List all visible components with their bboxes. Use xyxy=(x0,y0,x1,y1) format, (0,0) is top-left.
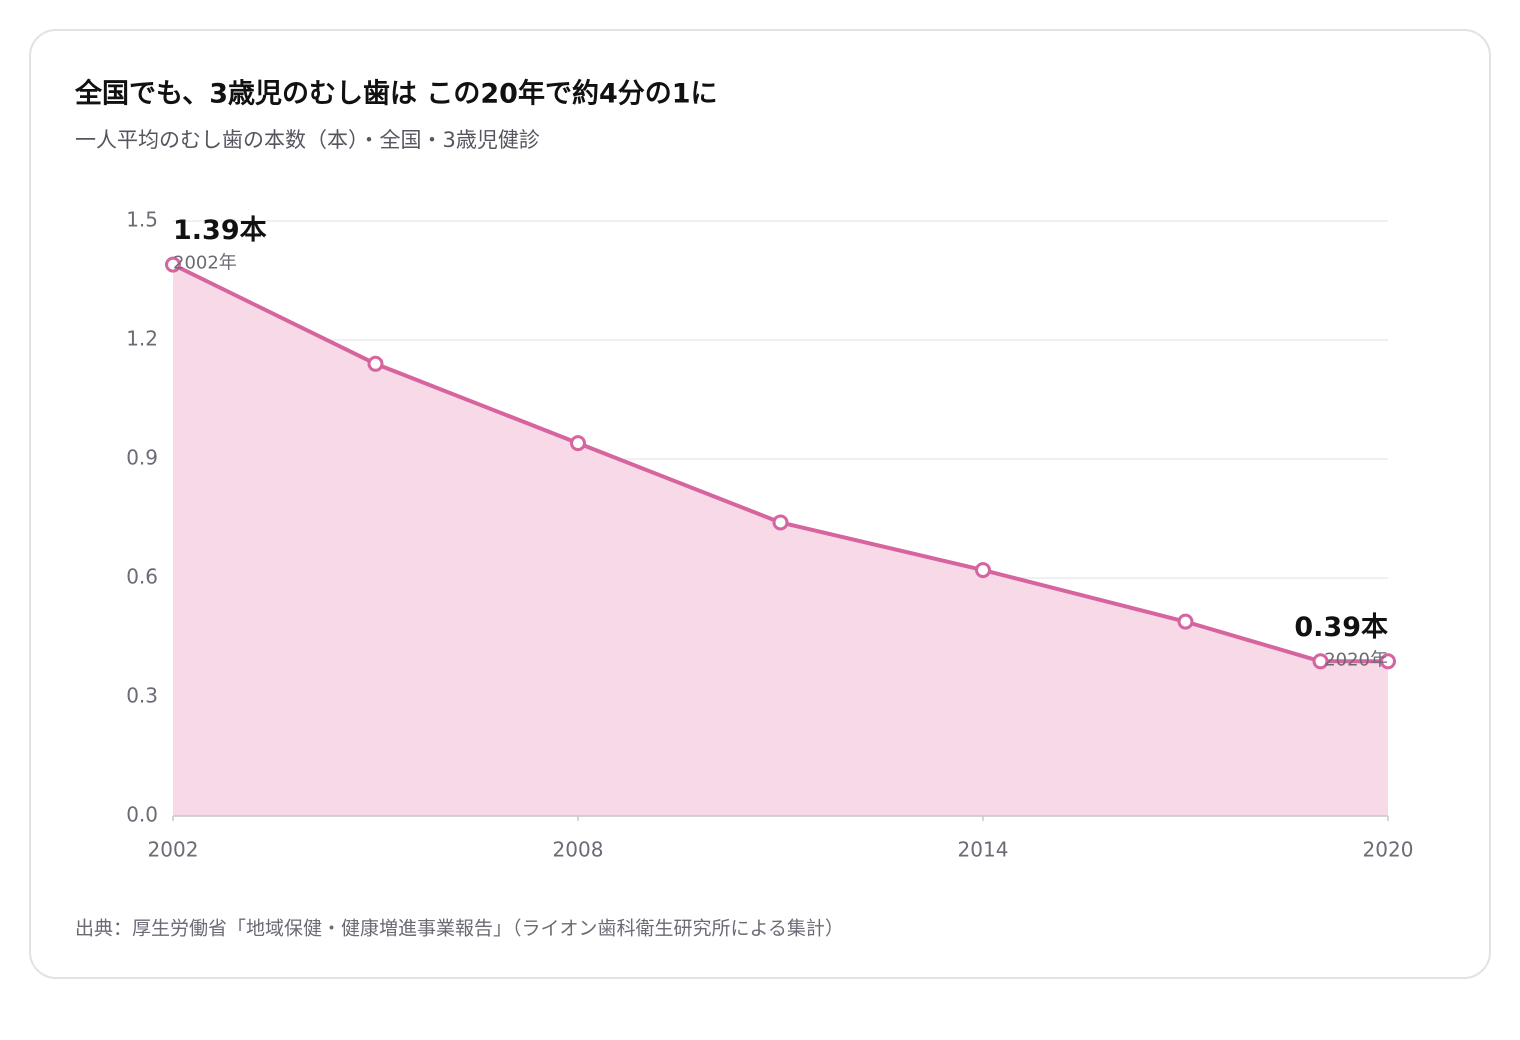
y-tick-label: 0.9 xyxy=(126,446,158,470)
x-tick-label: 2014 xyxy=(958,838,1009,862)
point-caption: 2002年 xyxy=(173,253,237,274)
point-marker xyxy=(1177,613,1194,630)
line xyxy=(172,262,1388,664)
point-marker xyxy=(367,355,384,372)
point-marker xyxy=(1380,653,1396,670)
point-marker xyxy=(570,435,586,452)
point-marker xyxy=(772,514,789,531)
chart-subtitle: 一人平均のむし歯の本数（本）・全国・3歳児健診 xyxy=(75,128,540,152)
x-tick-label: 2002 xyxy=(148,838,199,862)
point-caption: 2020年 xyxy=(1324,649,1388,670)
x-tick-label: 2020 xyxy=(1363,838,1414,862)
x-tick-label: 2008 xyxy=(553,838,604,862)
value-label: 0.39本 xyxy=(1294,612,1388,643)
point-marker xyxy=(975,562,991,579)
y-tick-label: 1.5 xyxy=(126,208,158,232)
y-tick-label: 0.6 xyxy=(126,565,158,589)
y-tick-label: 0.0 xyxy=(126,803,158,827)
y-tick-label: 0.3 xyxy=(126,684,158,708)
value-label: 1.39本 xyxy=(173,215,267,246)
point-marker xyxy=(1312,653,1329,670)
point-marker xyxy=(165,256,181,273)
area-fill xyxy=(173,264,1388,817)
source-note: 出典：厚生労働省「地域保健・健康増進事業報告」（ライオン歯科衛生研究所による集計… xyxy=(75,918,844,940)
chart-title: 全国でも、3歳児のむし歯は この20年で約4分の1に xyxy=(74,78,718,110)
y-tick-label: 1.2 xyxy=(126,327,158,351)
